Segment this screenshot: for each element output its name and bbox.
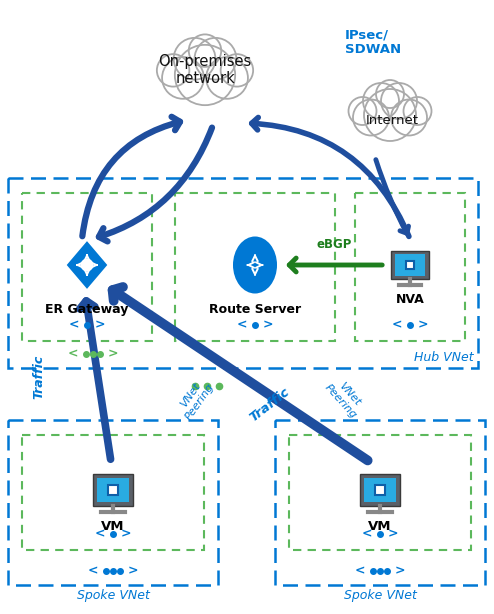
FancyBboxPatch shape (364, 478, 396, 502)
Text: <: < (362, 527, 372, 540)
Circle shape (381, 83, 417, 119)
Text: VM: VM (101, 520, 125, 533)
FancyBboxPatch shape (108, 486, 118, 495)
Text: NVA: NVA (396, 293, 424, 306)
Text: <: < (355, 564, 365, 578)
Circle shape (206, 57, 248, 99)
FancyBboxPatch shape (395, 254, 425, 276)
Circle shape (353, 99, 389, 136)
Text: Hub VNet: Hub VNet (414, 351, 474, 364)
Circle shape (174, 38, 215, 80)
Text: >: > (121, 527, 131, 540)
Text: >: > (108, 348, 118, 360)
FancyBboxPatch shape (375, 486, 385, 495)
Text: VNet
Peering: VNet Peering (174, 375, 216, 422)
Text: Traffic: Traffic (33, 355, 45, 399)
Text: IPsec/
SDWAN: IPsec/ SDWAN (345, 28, 401, 56)
FancyBboxPatch shape (391, 251, 429, 279)
Circle shape (175, 45, 235, 105)
Circle shape (162, 57, 204, 99)
Text: >: > (263, 319, 273, 332)
Text: Spoke VNet: Spoke VNet (343, 589, 416, 602)
Text: <: < (88, 564, 98, 578)
Text: VM: VM (368, 520, 392, 533)
Text: Route Server: Route Server (209, 303, 301, 316)
Circle shape (364, 89, 416, 141)
Ellipse shape (232, 235, 279, 295)
Circle shape (82, 259, 93, 271)
Bar (22, 435, 204, 550)
Text: <: < (392, 319, 402, 332)
FancyBboxPatch shape (406, 261, 414, 269)
Bar (289, 435, 471, 550)
Bar (275, 420, 485, 585)
Circle shape (195, 38, 236, 80)
Text: <: < (95, 527, 105, 540)
Text: Internet: Internet (366, 114, 418, 126)
Bar (8, 178, 478, 368)
Text: VNet
Peering: VNet Peering (323, 375, 367, 421)
Bar (355, 193, 465, 341)
Circle shape (157, 54, 189, 87)
Text: >: > (418, 319, 428, 332)
Text: ER Gateway: ER Gateway (45, 303, 129, 316)
Text: Traffic: Traffic (247, 386, 292, 424)
Text: >: > (388, 527, 398, 540)
Text: Spoke VNet: Spoke VNet (77, 589, 150, 602)
FancyBboxPatch shape (360, 475, 401, 505)
Bar (175, 193, 335, 341)
Polygon shape (65, 239, 109, 291)
Text: <: < (68, 348, 78, 360)
Circle shape (404, 97, 431, 125)
FancyBboxPatch shape (92, 475, 133, 505)
Text: >: > (395, 564, 405, 578)
Bar (8, 420, 218, 585)
FancyBboxPatch shape (97, 478, 129, 502)
Circle shape (363, 83, 399, 119)
Circle shape (391, 99, 427, 136)
Text: >: > (128, 564, 138, 578)
Text: On-premises
network: On-premises network (159, 54, 251, 86)
Bar (22, 193, 152, 341)
Circle shape (189, 34, 221, 67)
Circle shape (376, 80, 404, 108)
Text: <: < (69, 319, 79, 332)
Text: eBGP: eBGP (316, 238, 352, 251)
Text: <: < (237, 319, 247, 332)
Circle shape (348, 97, 376, 125)
Circle shape (221, 54, 253, 87)
Text: >: > (95, 319, 105, 332)
